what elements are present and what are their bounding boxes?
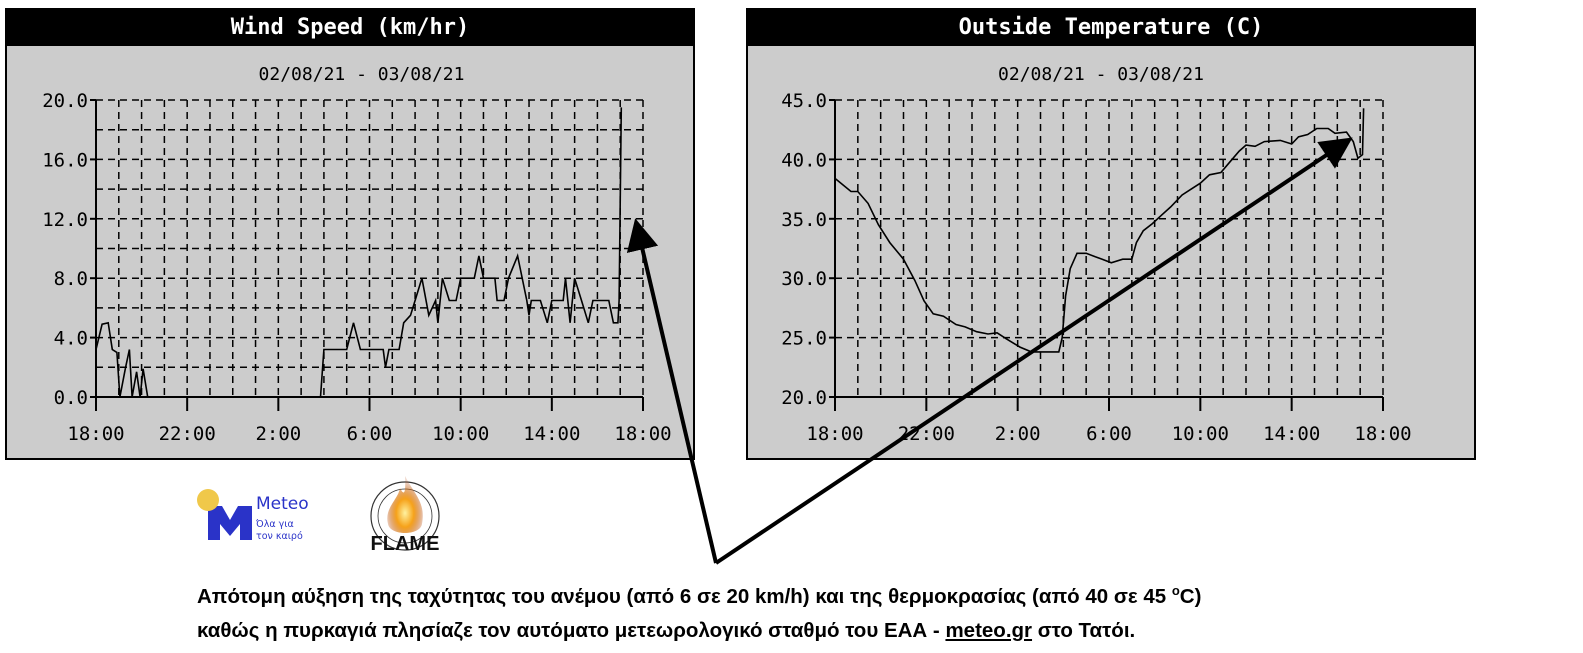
x-tick-label: 10:00 bbox=[1172, 423, 1229, 445]
caption-text-2: καθώς η πυρκαγιά πλησίαζε τον αυτόματο μ… bbox=[197, 618, 946, 642]
temp-date-range: 02/08/21 - 03/08/21 bbox=[998, 64, 1204, 85]
y-tick-label: 12.0 bbox=[42, 209, 88, 231]
x-tick-label: 18:00 bbox=[806, 423, 863, 445]
degree-sup: o bbox=[1171, 583, 1180, 598]
x-tick-label: 2:00 bbox=[255, 423, 301, 445]
meteo-logo: Meteo Όλα για τον καιρό bbox=[196, 486, 346, 546]
meteo-tagline-line2: τον καιρό bbox=[256, 531, 303, 542]
y-tick-label: 20.0 bbox=[42, 90, 88, 112]
x-tick-label: 14:00 bbox=[523, 423, 580, 445]
y-tick-label: 0.0 bbox=[54, 387, 88, 409]
meteo-tagline: Όλα για τον καιρό bbox=[256, 519, 303, 543]
meteo-m-icon bbox=[197, 489, 252, 540]
caption-text: Απότομη αύξηση της ταχύτητας του ανέμου … bbox=[197, 584, 1172, 608]
x-tick-label: 18:00 bbox=[614, 423, 671, 445]
arrow-to-temperature-spike bbox=[714, 137, 1353, 565]
wind-chart-title: Wind Speed (km/hr) bbox=[7, 10, 693, 46]
caption-line-2: καθώς η πυρκαγιά πλησίαζε τον αυτόματο μ… bbox=[197, 614, 1201, 648]
y-tick-label: 40.0 bbox=[781, 149, 827, 171]
y-tick-label: 45.0 bbox=[781, 90, 827, 112]
caption-line-1: Απότομη αύξηση της ταχύτητας του ανέμου … bbox=[197, 574, 1201, 614]
x-tick-label: 18:00 bbox=[67, 423, 124, 445]
temp-series-line bbox=[834, 108, 1365, 353]
x-tick-label: 2:00 bbox=[995, 423, 1041, 445]
wind-series-line bbox=[95, 107, 623, 398]
temperature-panel: Outside Temperature (C) bbox=[746, 8, 1476, 460]
svg-text:FLAME: FLAME bbox=[371, 533, 440, 555]
caption-text-end: C) bbox=[1179, 584, 1202, 608]
x-tick-label: 10:00 bbox=[432, 423, 489, 445]
wind-chart: 02/08/21 - 03/08/21 0.0 4.0 8.0 12.0 16.0 20.0… bbox=[42, 64, 671, 445]
flame-logo: FLAME bbox=[370, 476, 440, 555]
x-tick-label: 6:00 bbox=[347, 423, 393, 445]
x-tick-label: 22:00 bbox=[898, 423, 955, 445]
x-tick-label: 14:00 bbox=[1263, 423, 1320, 445]
temp-chart: 02/08/21 - 03/08/21 20.0 25.0 30.0 35.0 40.0 4… bbox=[781, 64, 1411, 445]
meteo-tagline-line1: Όλα για bbox=[256, 519, 294, 530]
x-tick-label: 6:00 bbox=[1086, 423, 1132, 445]
meteo-name: Meteo bbox=[256, 494, 309, 514]
x-tick-label: 22:00 bbox=[159, 423, 216, 445]
caption-text-2-end: στο Τατόι. bbox=[1032, 618, 1136, 642]
y-tick-label: 8.0 bbox=[54, 268, 88, 290]
arrow-to-wind-spike bbox=[626, 218, 718, 564]
y-tick-label: 16.0 bbox=[42, 149, 88, 171]
caption: Απότομη αύξηση της ταχύτητας του ανέμου … bbox=[197, 574, 1201, 648]
temperature-chart-title: Outside Temperature (C) bbox=[748, 10, 1474, 46]
y-tick-label: 25.0 bbox=[781, 328, 827, 350]
y-tick-label: 30.0 bbox=[781, 268, 827, 290]
y-tick-label: 35.0 bbox=[781, 209, 827, 231]
x-tick-label: 18:00 bbox=[1354, 423, 1411, 445]
wind-date-range: 02/08/21 - 03/08/21 bbox=[259, 64, 465, 85]
y-tick-label: 20.0 bbox=[781, 387, 827, 409]
meteo-gr-link[interactable]: meteo.gr bbox=[945, 618, 1033, 642]
wind-speed-panel: Wind Speed (km/hr) bbox=[5, 8, 695, 460]
y-tick-label: 4.0 bbox=[54, 328, 88, 350]
